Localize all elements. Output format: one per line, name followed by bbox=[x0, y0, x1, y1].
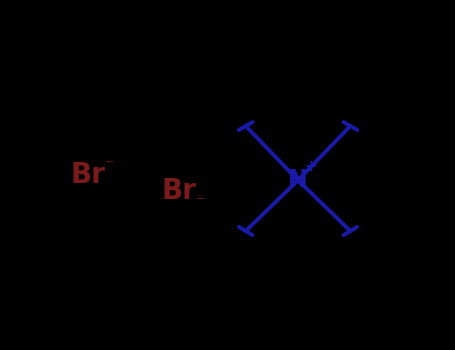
Text: ⁻: ⁻ bbox=[105, 157, 114, 175]
Text: ⁻: ⁻ bbox=[196, 194, 205, 212]
Text: +: + bbox=[304, 159, 317, 174]
Text: Br: Br bbox=[162, 177, 197, 205]
Text: N: N bbox=[288, 168, 308, 192]
Text: Br: Br bbox=[71, 161, 106, 189]
